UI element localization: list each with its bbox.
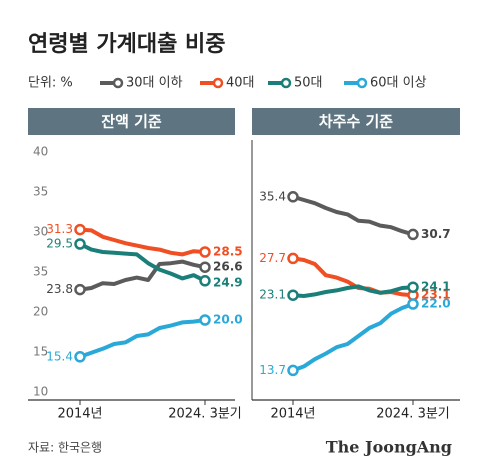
data-label: 30.7 xyxy=(421,227,451,241)
panel-header xyxy=(252,108,460,135)
data-label: 24.1 xyxy=(421,280,451,294)
credit: The JoongAng xyxy=(326,438,452,457)
panel-header xyxy=(28,108,235,135)
y-tick-label: 15 xyxy=(33,345,48,359)
data-label: 28.5 xyxy=(213,245,243,259)
legend-marker xyxy=(356,77,368,89)
y-tick-label: 10 xyxy=(33,385,48,399)
y-tick-label: 35 xyxy=(33,265,48,279)
data-label: 22.0 xyxy=(421,297,451,311)
data-label: 29.5 xyxy=(46,237,73,251)
legend-marker xyxy=(212,77,224,89)
point-marker xyxy=(74,283,86,296)
series-line xyxy=(292,284,414,298)
data-label: 23.8 xyxy=(46,282,73,296)
data-label: 26.6 xyxy=(213,260,243,274)
point-marker xyxy=(407,228,419,241)
series-line xyxy=(79,318,206,359)
y-tick-label: 40 xyxy=(33,145,48,159)
point-marker xyxy=(407,281,419,293)
series-line xyxy=(79,227,206,257)
data-label: 15.4 xyxy=(46,349,73,363)
x-tick-label: 2024. 3분기 xyxy=(168,407,242,422)
point-marker xyxy=(74,351,86,363)
point-marker xyxy=(407,298,419,310)
legend-label: 30대 이하 xyxy=(126,76,183,91)
unit-label: 단위: % xyxy=(28,76,73,91)
point-marker xyxy=(199,246,211,258)
point-marker xyxy=(199,261,211,273)
series-line xyxy=(292,194,414,237)
data-label: 27.7 xyxy=(259,251,286,265)
data-label: 13.7 xyxy=(259,363,286,377)
series-line xyxy=(79,242,206,283)
point-marker xyxy=(287,364,299,377)
data-label: 23.1 xyxy=(259,288,286,302)
point-marker xyxy=(74,238,86,250)
panel-title: 잔액 기준 xyxy=(101,113,162,131)
legend-marker xyxy=(280,77,292,89)
y-tick-label: 35 xyxy=(33,185,48,199)
legend-label: 40대 xyxy=(226,76,255,91)
point-marker xyxy=(287,289,299,301)
y-tick-label: 20 xyxy=(33,305,48,319)
data-label: 23.1 xyxy=(421,288,451,302)
legend-label: 60대 이상 xyxy=(370,76,427,91)
y-tick-label: 30 xyxy=(33,225,48,239)
x-tick-label: 2014년 xyxy=(270,407,315,422)
data-label: 20.0 xyxy=(213,313,243,327)
point-marker xyxy=(199,314,211,326)
x-tick-label: 2014년 xyxy=(57,407,102,422)
series-line xyxy=(79,259,206,292)
point-marker xyxy=(74,223,86,236)
point-marker xyxy=(287,191,299,203)
panel-title: 차주수 기준 xyxy=(319,113,393,131)
chart-title: 연령별 가계대출 비중 xyxy=(28,32,225,57)
x-tick-label: 2024. 3분기 xyxy=(376,407,450,422)
point-marker xyxy=(287,252,299,265)
data-label: 31.3 xyxy=(46,222,73,236)
legend-marker xyxy=(112,77,124,89)
point-marker xyxy=(199,275,211,287)
legend-label: 50대 xyxy=(294,76,323,91)
data-label: 35.4 xyxy=(259,189,286,203)
data-label: 24.9 xyxy=(213,275,243,289)
series-line xyxy=(292,302,414,373)
source: 자료: 한국은행 xyxy=(28,440,102,455)
